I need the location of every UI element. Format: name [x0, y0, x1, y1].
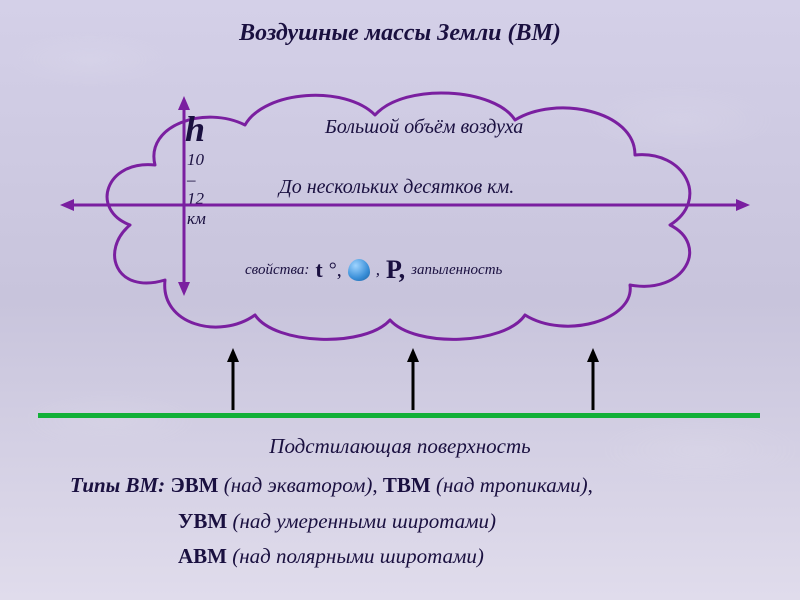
- row3-deg: °,: [329, 259, 342, 282]
- cloud-row1-text: Большой объём воздуха: [325, 116, 523, 139]
- up-arrow: [405, 348, 421, 410]
- type-abbr: УВМ: [178, 509, 227, 533]
- up-arrow: [225, 348, 241, 410]
- up-arrow: [585, 348, 601, 410]
- horizontal-width-arrow: [60, 196, 750, 214]
- page-title: Воздушные массы Земли (ВМ): [0, 20, 800, 47]
- types-line-1: Типы ВМ: ЭВМ (над экватором), ТВМ (над т…: [70, 468, 593, 504]
- droplet-icon: [348, 259, 370, 281]
- row3-t: t: [315, 257, 322, 283]
- cloud-row3: свойства: t °, , Р, запыленность: [245, 255, 502, 285]
- types-block: Типы ВМ: ЭВМ (над экватором), ТВМ (над т…: [70, 468, 593, 575]
- type-paren: (над экватором): [224, 473, 373, 497]
- cloud-row-1: h Большой объём воздуха: [185, 108, 665, 150]
- type-abbr: ТВМ: [383, 473, 431, 497]
- types-line-3: АВМ (над полярными широтами): [70, 539, 593, 575]
- types-label: Типы ВМ:: [70, 473, 165, 497]
- type-abbr: ЭВМ: [170, 473, 218, 497]
- row3-P: Р,: [386, 255, 405, 285]
- row3-comma: ,: [376, 260, 380, 280]
- ground-line: [38, 406, 760, 412]
- type-paren: (над умеренными широтами): [233, 509, 497, 533]
- types-line-2: УВМ (над умеренными широтами): [70, 504, 593, 540]
- underlying-surface-label: Подстилающая поверхность: [0, 434, 800, 459]
- type-paren: (над тропиками): [436, 473, 588, 497]
- row3-zap: запыленность: [411, 262, 502, 279]
- type-paren: (над полярными широтами): [232, 544, 484, 568]
- row3-prefix: свойства:: [245, 262, 309, 279]
- type-abbr: АВМ: [178, 544, 227, 568]
